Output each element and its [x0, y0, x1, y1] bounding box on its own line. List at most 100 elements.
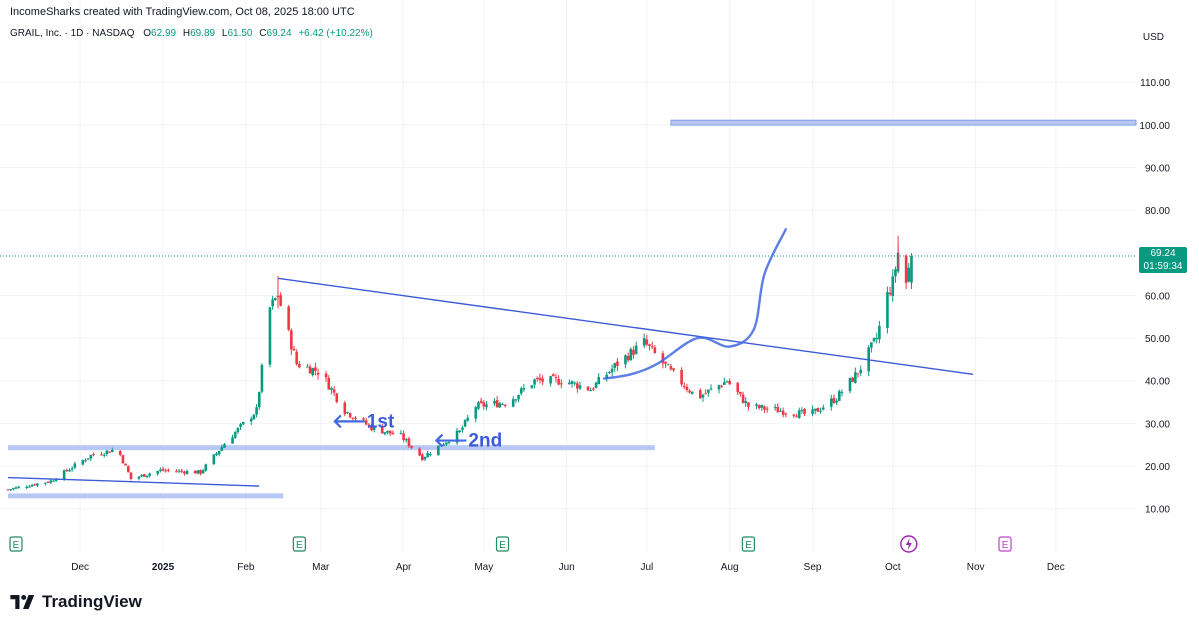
candle-body — [474, 407, 478, 419]
candle-body — [175, 471, 178, 473]
candle-body — [367, 424, 371, 426]
candle-body — [776, 407, 780, 413]
candle-body — [538, 377, 542, 380]
candle-body — [268, 307, 272, 365]
candle-body — [370, 425, 373, 431]
candle-body — [241, 421, 245, 425]
candle-body — [196, 470, 200, 474]
candle-body — [404, 439, 408, 441]
candle-body — [161, 468, 165, 471]
candle-body — [255, 407, 258, 415]
candle-body — [236, 427, 240, 433]
time-axis[interactable]: Dec 2025 Feb Mar Apr May Jun Jul Aug Sep Oct Nov Dec — [71, 562, 1064, 573]
candle-body — [592, 388, 595, 390]
candle-body — [533, 379, 536, 385]
candle-body — [632, 349, 635, 355]
candle-body — [856, 373, 860, 375]
candle-body — [62, 470, 66, 480]
x-tick-label: Nov — [967, 562, 985, 573]
candle-body — [461, 427, 464, 430]
candle-body — [648, 344, 651, 346]
symbol-legend[interactable]: GRAIL, Inc. · 1D · NASDAQ O62.99 H69.89 … — [10, 28, 377, 39]
candle-body — [797, 410, 801, 418]
candle-body — [690, 391, 694, 394]
candle-body — [672, 368, 675, 371]
candle-body — [680, 369, 683, 385]
candle-body — [447, 442, 451, 444]
candle-body — [829, 398, 833, 407]
candle-body — [653, 347, 657, 353]
candle-body — [795, 416, 798, 418]
candle-body — [645, 339, 649, 345]
candle-body — [720, 385, 723, 387]
candle-body — [311, 368, 315, 376]
candle-body — [573, 382, 576, 384]
y-tick-label: 20.00 — [1145, 462, 1170, 473]
candle-body — [110, 450, 114, 453]
candle-body — [501, 403, 504, 405]
candle-body — [594, 382, 598, 388]
candle-body — [257, 392, 261, 407]
candle-body — [46, 482, 50, 484]
candle-body — [835, 400, 838, 403]
candle-body — [316, 372, 320, 375]
candle-body — [522, 388, 526, 390]
candle-body — [73, 463, 77, 468]
label-1st: 1st — [367, 411, 395, 432]
candle-body — [410, 445, 413, 448]
candle-body — [68, 470, 71, 472]
x-tick-label: Dec — [1047, 562, 1065, 573]
close-label: C — [259, 28, 267, 39]
candle-body — [89, 454, 93, 459]
candle-body — [781, 410, 785, 415]
candle-body — [105, 450, 109, 455]
candle-body — [418, 448, 421, 456]
candle-body — [479, 400, 483, 403]
tradingview-brand[interactable]: TradingView — [10, 592, 142, 612]
candle-body — [354, 417, 357, 419]
candle-body — [429, 454, 432, 456]
candle-body — [36, 483, 39, 486]
candle-body — [701, 394, 705, 398]
candle-body — [688, 390, 691, 393]
candle-body — [717, 385, 721, 390]
earnings-marker — [495, 536, 510, 552]
candle-body — [463, 420, 467, 427]
drawing-layer[interactable]: 1st 2nd — [7, 228, 974, 487]
candle-body — [514, 399, 518, 401]
candle-body — [25, 486, 29, 488]
candle-body — [765, 408, 769, 410]
candle-body — [193, 470, 197, 474]
candle-body — [164, 470, 168, 472]
candle-body — [664, 361, 667, 364]
low-value: 61.50 — [227, 28, 253, 39]
earnings-marker-letter: E — [296, 540, 303, 551]
candle-body — [287, 306, 290, 330]
price-axis[interactable]: 10.0020.0030.0040.0050.0060.0070.0080.00… — [1139, 32, 1170, 516]
candle-body — [145, 475, 149, 478]
candle-body — [763, 406, 766, 410]
y-tick-label: 100.00 — [1139, 121, 1170, 132]
candle-body — [744, 401, 748, 404]
candle-body — [295, 351, 298, 365]
candle-body — [760, 405, 764, 408]
candle-body — [330, 388, 333, 390]
x-tick-label: Feb — [237, 562, 255, 573]
change-value: +6.42 (+10.22%) — [298, 28, 373, 39]
candle-body — [383, 432, 387, 434]
candle-body — [84, 460, 87, 462]
candle-body — [517, 395, 520, 400]
candle-body — [407, 438, 411, 447]
candle-body — [204, 464, 208, 471]
candle-body — [840, 392, 844, 394]
candle-body — [12, 488, 15, 490]
candle-body — [223, 444, 226, 448]
candle-body — [530, 385, 534, 389]
candle-body — [65, 469, 69, 471]
candle-body — [335, 393, 339, 402]
candle-body — [493, 401, 496, 404]
arrow-head — [434, 433, 444, 448]
candle-body — [118, 450, 122, 455]
